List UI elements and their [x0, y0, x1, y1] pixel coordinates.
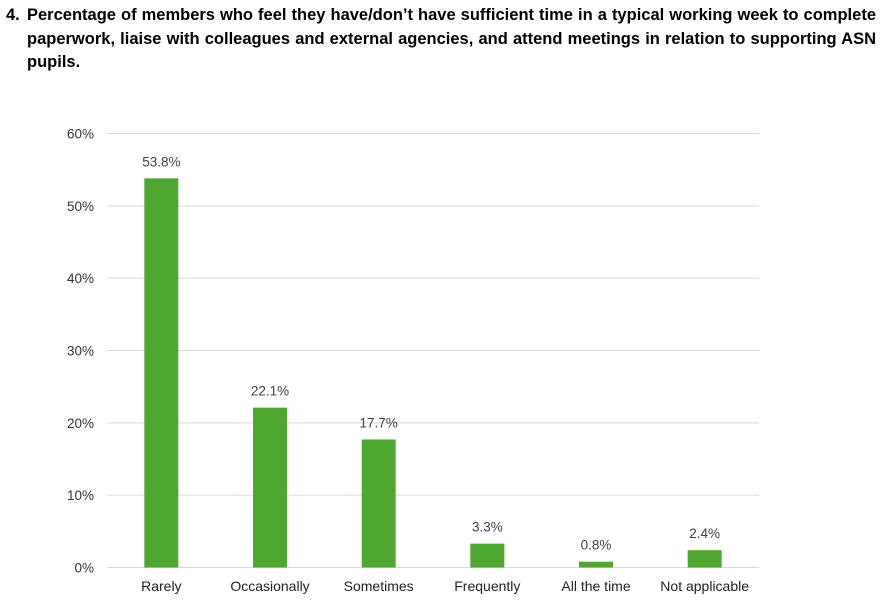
- heading-number: 4.: [6, 6, 20, 24]
- y-tick-label: 10%: [67, 488, 94, 503]
- data-label: 0.8%: [581, 538, 612, 553]
- y-axis-tick-labels: 0% 10% 20% 30% 40% 50% 60%: [67, 127, 94, 576]
- chart-heading: 4. Percentage of members who feel they h…: [6, 4, 876, 75]
- y-tick-label: 50%: [67, 199, 94, 214]
- data-label: 3.3%: [472, 520, 503, 535]
- y-tick-label: 40%: [67, 271, 94, 286]
- category-label: Occasionally: [230, 578, 309, 594]
- data-label: 53.8%: [142, 154, 180, 169]
- y-tick-label: 30%: [67, 344, 94, 359]
- bar: [144, 178, 179, 568]
- bar: [253, 407, 287, 568]
- heading-text: Percentage of members who feel they have…: [27, 6, 876, 71]
- category-label: Not applicable: [660, 578, 749, 594]
- x-axis-category-labels: Rarely Occasionally Sometimes Frequently All…: [141, 578, 749, 594]
- bar: [361, 439, 396, 568]
- category-label: Rarely: [141, 578, 181, 594]
- bars: [144, 178, 722, 568]
- y-tick-label: 20%: [67, 416, 94, 431]
- category-label: All the time: [561, 578, 630, 594]
- data-labels: 53.8% 22.1% 17.7% 3.3% 0.8% 2.4%: [142, 154, 720, 552]
- data-label: 2.4%: [689, 526, 720, 541]
- data-label: 17.7%: [360, 415, 398, 430]
- bar: [579, 561, 613, 568]
- gridlines: [107, 133, 759, 568]
- category-label: Sometimes: [344, 578, 414, 594]
- bar: [470, 543, 505, 568]
- y-tick-label: 0%: [74, 561, 94, 576]
- category-label: Frequently: [454, 578, 520, 594]
- bar: [687, 550, 722, 568]
- data-label: 22.1%: [251, 384, 289, 399]
- y-tick-label: 60%: [67, 127, 94, 142]
